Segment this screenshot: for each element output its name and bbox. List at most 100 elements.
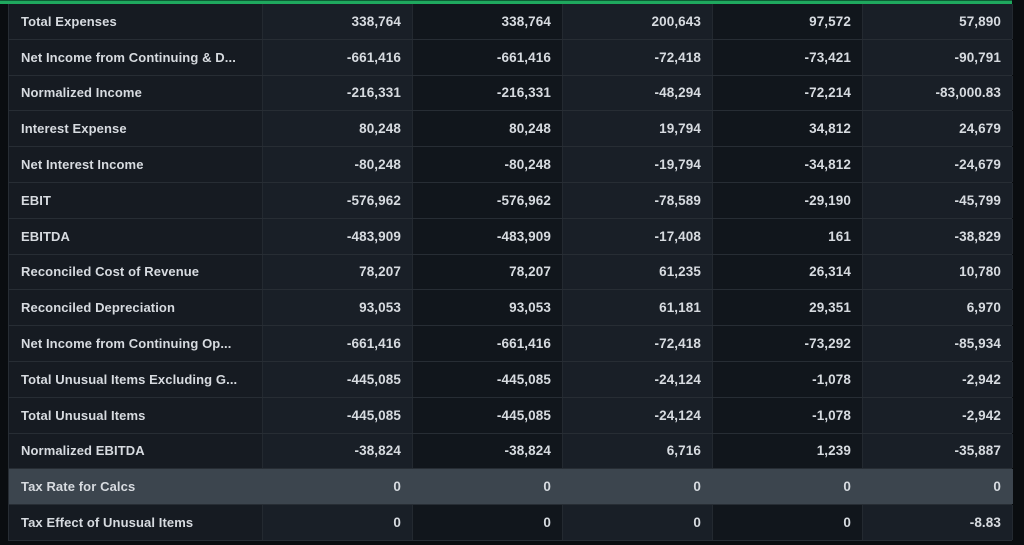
cell-value-col1: -80,248 bbox=[263, 147, 413, 182]
cell-value-col1: -483,909 bbox=[263, 218, 413, 254]
cell-value-col1: 338,764 bbox=[263, 4, 413, 39]
cell-value-col3: -24,124 bbox=[563, 361, 713, 397]
cell-value-col3: -72,418 bbox=[563, 39, 713, 75]
cell-value-col3: 6,716 bbox=[563, 433, 713, 469]
row-label: Total Expenses bbox=[9, 4, 263, 39]
cell-value-col3: -19,794 bbox=[563, 147, 713, 182]
cell-value-col1: -445,085 bbox=[263, 361, 413, 397]
cell-value-col2: -576,962 bbox=[413, 182, 563, 218]
top-accent-bar bbox=[0, 0, 1012, 4]
table-row[interactable]: Tax Rate for Calcs 0 0 0 0 0 bbox=[9, 469, 1013, 506]
cell-value-col4: 0 bbox=[713, 505, 863, 540]
table-row[interactable]: Net Interest Income -80,248 -80,248 -19,… bbox=[9, 147, 1013, 183]
cell-value-col5: -8.83 bbox=[863, 505, 1013, 540]
cell-value-col5: 10,780 bbox=[863, 254, 1013, 290]
cell-value-col2: 0 bbox=[413, 469, 563, 505]
cell-value-col4: -1,078 bbox=[713, 397, 863, 433]
cell-value-col3: 61,181 bbox=[563, 290, 713, 326]
cell-value-col5: -90,791 bbox=[863, 39, 1013, 75]
cell-value-col4: -1,078 bbox=[713, 361, 863, 397]
cell-value-col3: -72,418 bbox=[563, 326, 713, 361]
cell-value-col4: -73,292 bbox=[713, 326, 863, 361]
cell-value-col4: 0 bbox=[713, 469, 863, 505]
cell-value-col4: -73,421 bbox=[713, 39, 863, 75]
cell-value-col4: -29,190 bbox=[713, 182, 863, 218]
cell-value-col2: -80,248 bbox=[413, 147, 563, 182]
row-label: Tax Rate for Calcs bbox=[9, 469, 263, 505]
financials-table: Total Expenses 338,764 338,764 200,643 9… bbox=[8, 4, 1013, 541]
cell-value-col4: 26,314 bbox=[713, 254, 863, 290]
cell-value-col4: 97,572 bbox=[713, 4, 863, 39]
table-row[interactable]: Tax Effect of Unusual Items 0 0 0 0 -8.8… bbox=[9, 505, 1013, 541]
cell-value-col1: 80,248 bbox=[263, 111, 413, 147]
cell-value-col4: 161 bbox=[713, 218, 863, 254]
cell-value-col2: 93,053 bbox=[413, 290, 563, 326]
cell-value-col3: -17,408 bbox=[563, 218, 713, 254]
row-label: Total Unusual Items bbox=[9, 397, 263, 433]
cell-value-col5: -35,887 bbox=[863, 433, 1013, 469]
cell-value-col5: -24,679 bbox=[863, 147, 1013, 182]
cell-value-col1: 0 bbox=[263, 505, 413, 540]
table-row[interactable]: Normalized Income -216,331 -216,331 -48,… bbox=[9, 75, 1013, 112]
table-row[interactable]: Reconciled Cost of Revenue 78,207 78,207… bbox=[9, 254, 1013, 291]
row-label: Normalized EBITDA bbox=[9, 433, 263, 469]
table-row[interactable]: Normalized EBITDA -38,824 -38,824 6,716 … bbox=[9, 433, 1013, 470]
table-row[interactable]: Net Income from Continuing Op... -661,41… bbox=[9, 326, 1013, 362]
table-row[interactable]: EBITDA -483,909 -483,909 -17,408 161 -38… bbox=[9, 218, 1013, 255]
row-label: Normalized Income bbox=[9, 75, 263, 111]
cell-value-col5: 0 bbox=[863, 469, 1013, 505]
cell-value-col1: -38,824 bbox=[263, 433, 413, 469]
cell-value-col4: 29,351 bbox=[713, 290, 863, 326]
cell-value-col5: 6,970 bbox=[863, 290, 1013, 326]
row-label: Interest Expense bbox=[9, 111, 263, 147]
cell-value-col3: 61,235 bbox=[563, 254, 713, 290]
cell-value-col3: -48,294 bbox=[563, 75, 713, 111]
cell-value-col5: 57,890 bbox=[863, 4, 1013, 39]
row-label: EBITDA bbox=[9, 218, 263, 254]
cell-value-col2: -38,824 bbox=[413, 433, 563, 469]
cell-value-col5: -85,934 bbox=[863, 326, 1013, 361]
cell-value-col2: -445,085 bbox=[413, 361, 563, 397]
cell-value-col1: -576,962 bbox=[263, 182, 413, 218]
cell-value-col2: 80,248 bbox=[413, 111, 563, 147]
cell-value-col3: 0 bbox=[563, 505, 713, 540]
row-label: EBIT bbox=[9, 182, 263, 218]
row-label: Net Income from Continuing Op... bbox=[9, 326, 263, 361]
cell-value-col1: 78,207 bbox=[263, 254, 413, 290]
cell-value-col1: 0 bbox=[263, 469, 413, 505]
cell-value-col1: -216,331 bbox=[263, 75, 413, 111]
table-row[interactable]: Interest Expense 80,248 80,248 19,794 34… bbox=[9, 111, 1013, 148]
row-label: Net Income from Continuing & D... bbox=[9, 39, 263, 75]
table-row[interactable]: Total Expenses 338,764 338,764 200,643 9… bbox=[9, 4, 1013, 40]
cell-value-col2: -661,416 bbox=[413, 39, 563, 75]
cell-value-col3: 19,794 bbox=[563, 111, 713, 147]
table-row[interactable]: EBIT -576,962 -576,962 -78,589 -29,190 -… bbox=[9, 182, 1013, 219]
row-label: Reconciled Cost of Revenue bbox=[9, 254, 263, 290]
table-row[interactable]: Net Income from Continuing & D... -661,4… bbox=[9, 39, 1013, 76]
cell-value-col2: 0 bbox=[413, 505, 563, 540]
cell-value-col5: 24,679 bbox=[863, 111, 1013, 147]
cell-value-col5: -83,000.83 bbox=[863, 75, 1013, 111]
row-label: Reconciled Depreciation bbox=[9, 290, 263, 326]
table-row[interactable]: Total Unusual Items Excluding G... -445,… bbox=[9, 361, 1013, 398]
cell-value-col4: -34,812 bbox=[713, 147, 863, 182]
cell-value-col2: 338,764 bbox=[413, 4, 563, 39]
cell-value-col3: -78,589 bbox=[563, 182, 713, 218]
cell-value-col1: -445,085 bbox=[263, 397, 413, 433]
cell-value-col5: -38,829 bbox=[863, 218, 1013, 254]
cell-value-col2: 78,207 bbox=[413, 254, 563, 290]
cell-value-col1: -661,416 bbox=[263, 326, 413, 361]
cell-value-col2: -661,416 bbox=[413, 326, 563, 361]
row-label: Net Interest Income bbox=[9, 147, 263, 182]
cell-value-col1: -661,416 bbox=[263, 39, 413, 75]
table-row[interactable]: Total Unusual Items -445,085 -445,085 -2… bbox=[9, 397, 1013, 434]
table-row[interactable]: Reconciled Depreciation 93,053 93,053 61… bbox=[9, 290, 1013, 327]
cell-value-col3: -24,124 bbox=[563, 397, 713, 433]
cell-value-col5: -45,799 bbox=[863, 182, 1013, 218]
row-label: Tax Effect of Unusual Items bbox=[9, 505, 263, 540]
cell-value-col4: 1,239 bbox=[713, 433, 863, 469]
cell-value-col3: 0 bbox=[563, 469, 713, 505]
cell-value-col5: -2,942 bbox=[863, 361, 1013, 397]
cell-value-col2: -483,909 bbox=[413, 218, 563, 254]
